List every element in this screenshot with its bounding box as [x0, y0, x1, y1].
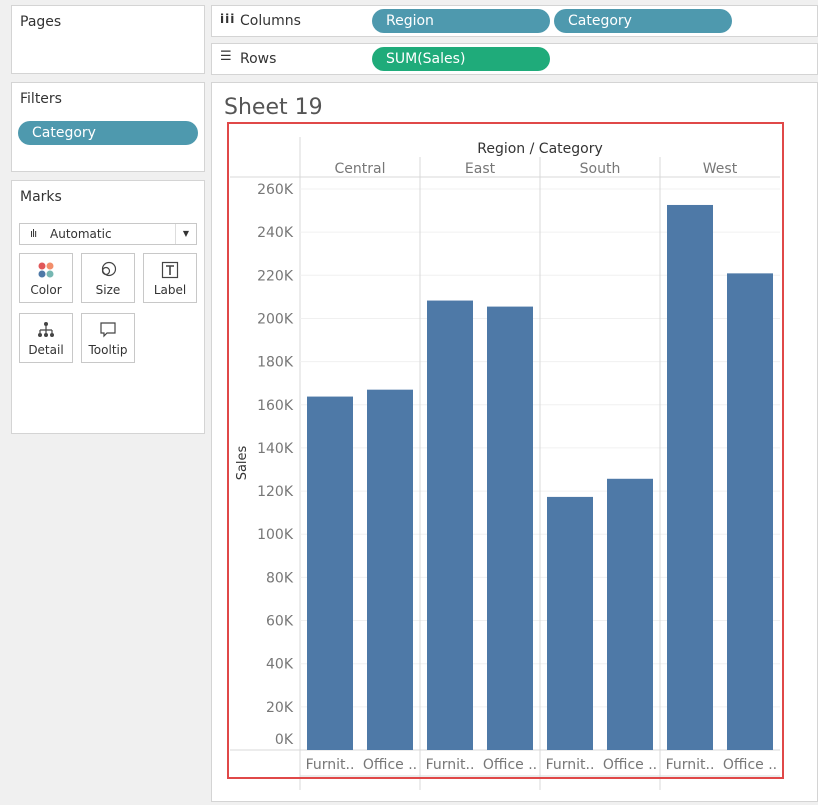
y-tick-label: 100K	[257, 527, 294, 543]
y-tick-label: 80K	[266, 570, 294, 586]
columns-shelf[interactable]: iii Columns Region Category	[211, 5, 818, 37]
tooltip-label: Tooltip	[88, 343, 128, 357]
y-tick-label: 200K	[257, 311, 294, 327]
rows-icon: ☰	[220, 49, 232, 64]
chart-title: Region / Category	[477, 141, 603, 157]
chevron-down-icon: ▼	[175, 224, 196, 244]
detail-icon	[20, 320, 72, 340]
y-tick-label: 120K	[257, 484, 294, 500]
bar	[367, 389, 413, 750]
bar	[487, 306, 533, 750]
detail-card[interactable]: Detail	[19, 313, 73, 363]
color-label: Color	[30, 283, 62, 297]
category-tick-label: Furnit..	[426, 757, 475, 773]
columns-pill-region[interactable]: Region	[372, 9, 550, 33]
label-card-label: Label	[153, 283, 187, 297]
filters-title: Filters	[20, 91, 62, 107]
label-card[interactable]: Label	[143, 253, 197, 303]
y-tick-label: 40K	[266, 657, 294, 673]
category-tick-label: Furnit..	[666, 757, 715, 773]
mark-type-dropdown[interactable]: ılı Automatic ▼	[19, 223, 197, 245]
group-label: West	[703, 161, 738, 177]
color-icon	[20, 260, 72, 280]
bar	[667, 204, 713, 750]
bar	[427, 300, 473, 750]
y-tick-label: 260K	[257, 182, 294, 198]
bar	[727, 273, 773, 750]
tooltip-card[interactable]: Tooltip	[81, 313, 135, 363]
y-tick-label: 180K	[257, 355, 294, 371]
filters-panel: Filters Category	[11, 82, 205, 172]
group-label: East	[465, 161, 496, 177]
y-tick-label: 0K	[275, 732, 294, 748]
rows-pill-sum-sales[interactable]: SUM(Sales)	[372, 47, 550, 71]
y-tick-label: 140K	[257, 441, 294, 457]
pages-panel: Pages	[11, 5, 205, 74]
rows-label: Rows	[240, 51, 277, 67]
color-card[interactable]: Color	[19, 253, 73, 303]
bar	[547, 496, 593, 750]
y-tick-label: 240K	[257, 225, 294, 241]
category-tick-label: Furnit..	[546, 757, 595, 773]
y-tick-label: 60K	[266, 614, 294, 630]
text-label-icon	[144, 260, 196, 280]
bar-chart-icon: ılı	[30, 227, 37, 240]
tooltip-icon	[82, 320, 134, 340]
bar	[307, 396, 353, 750]
marks-title: Marks	[20, 189, 62, 205]
size-card[interactable]: Size	[81, 253, 135, 303]
category-tick-label: Office ..	[483, 757, 537, 773]
group-label: Central	[335, 161, 386, 177]
pages-title: Pages	[20, 14, 62, 30]
size-icon	[82, 260, 134, 280]
columns-pill-category[interactable]: Category	[554, 9, 732, 33]
category-tick-label: Office ..	[603, 757, 657, 773]
category-tick-label: Office ..	[363, 757, 417, 773]
bar	[607, 478, 653, 750]
marks-panel: Marks ılı Automatic ▼ Color Size	[11, 180, 205, 434]
category-tick-label: Furnit..	[306, 757, 355, 773]
y-tick-label: 160K	[257, 398, 294, 414]
detail-label: Detail	[28, 343, 64, 357]
group-label: South	[580, 161, 621, 177]
rows-shelf[interactable]: ☰ Rows SUM(Sales)	[211, 43, 818, 75]
columns-icon: iii	[220, 12, 236, 26]
y-tick-label: 20K	[266, 700, 294, 716]
columns-label: Columns	[240, 13, 301, 29]
sheet-title: Sheet 19	[224, 95, 323, 120]
y-tick-label: 220K	[257, 268, 294, 284]
filter-pill-category[interactable]: Category	[18, 121, 198, 145]
size-label: Size	[95, 283, 121, 297]
mark-type-value: Automatic	[50, 227, 112, 241]
y-axis-label: Sales	[235, 445, 250, 480]
category-tick-label: Office ..	[723, 757, 777, 773]
